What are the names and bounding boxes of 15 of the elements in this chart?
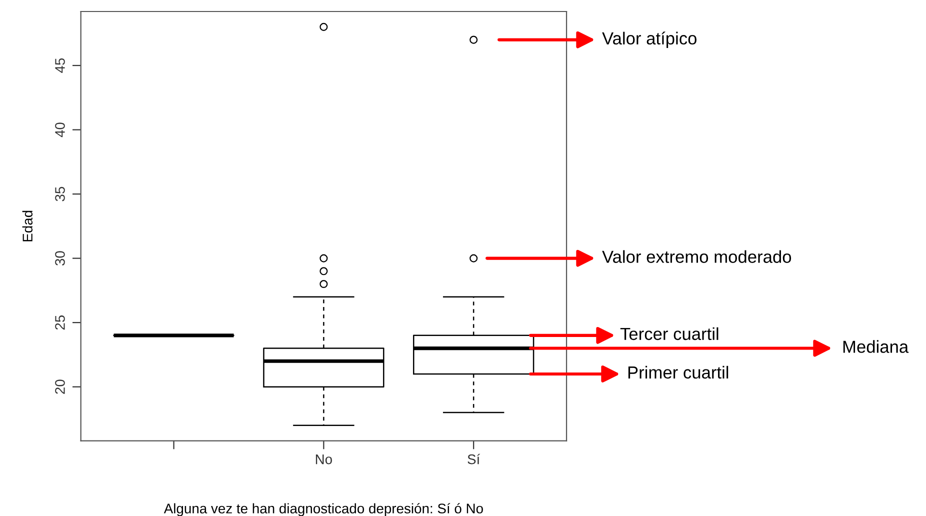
x-axis-title: Alguna vez te han diagnosticado depresión: Sí ó No bbox=[164, 503, 483, 516]
x-tick-label: No bbox=[316, 454, 332, 464]
text: Mediana bbox=[843, 340, 909, 353]
y-tick-label: 30 bbox=[55, 251, 65, 266]
y-tick-label: 40 bbox=[55, 122, 65, 138]
y-tick-label: 25 bbox=[55, 315, 65, 330]
text: Valor extremo moderado bbox=[602, 250, 792, 263]
text: Primer cuartil bbox=[628, 366, 728, 379]
y-tick-label: 20 bbox=[55, 380, 65, 394]
text: Valor atípico bbox=[602, 32, 696, 48]
y-tick-label: 45 bbox=[55, 58, 65, 73]
y-axis-title: Edad bbox=[22, 210, 33, 242]
y-tick-label: 35 bbox=[55, 186, 65, 202]
text: Tercer cuartil bbox=[620, 327, 718, 340]
x-tick-label: Sí bbox=[468, 454, 480, 464]
